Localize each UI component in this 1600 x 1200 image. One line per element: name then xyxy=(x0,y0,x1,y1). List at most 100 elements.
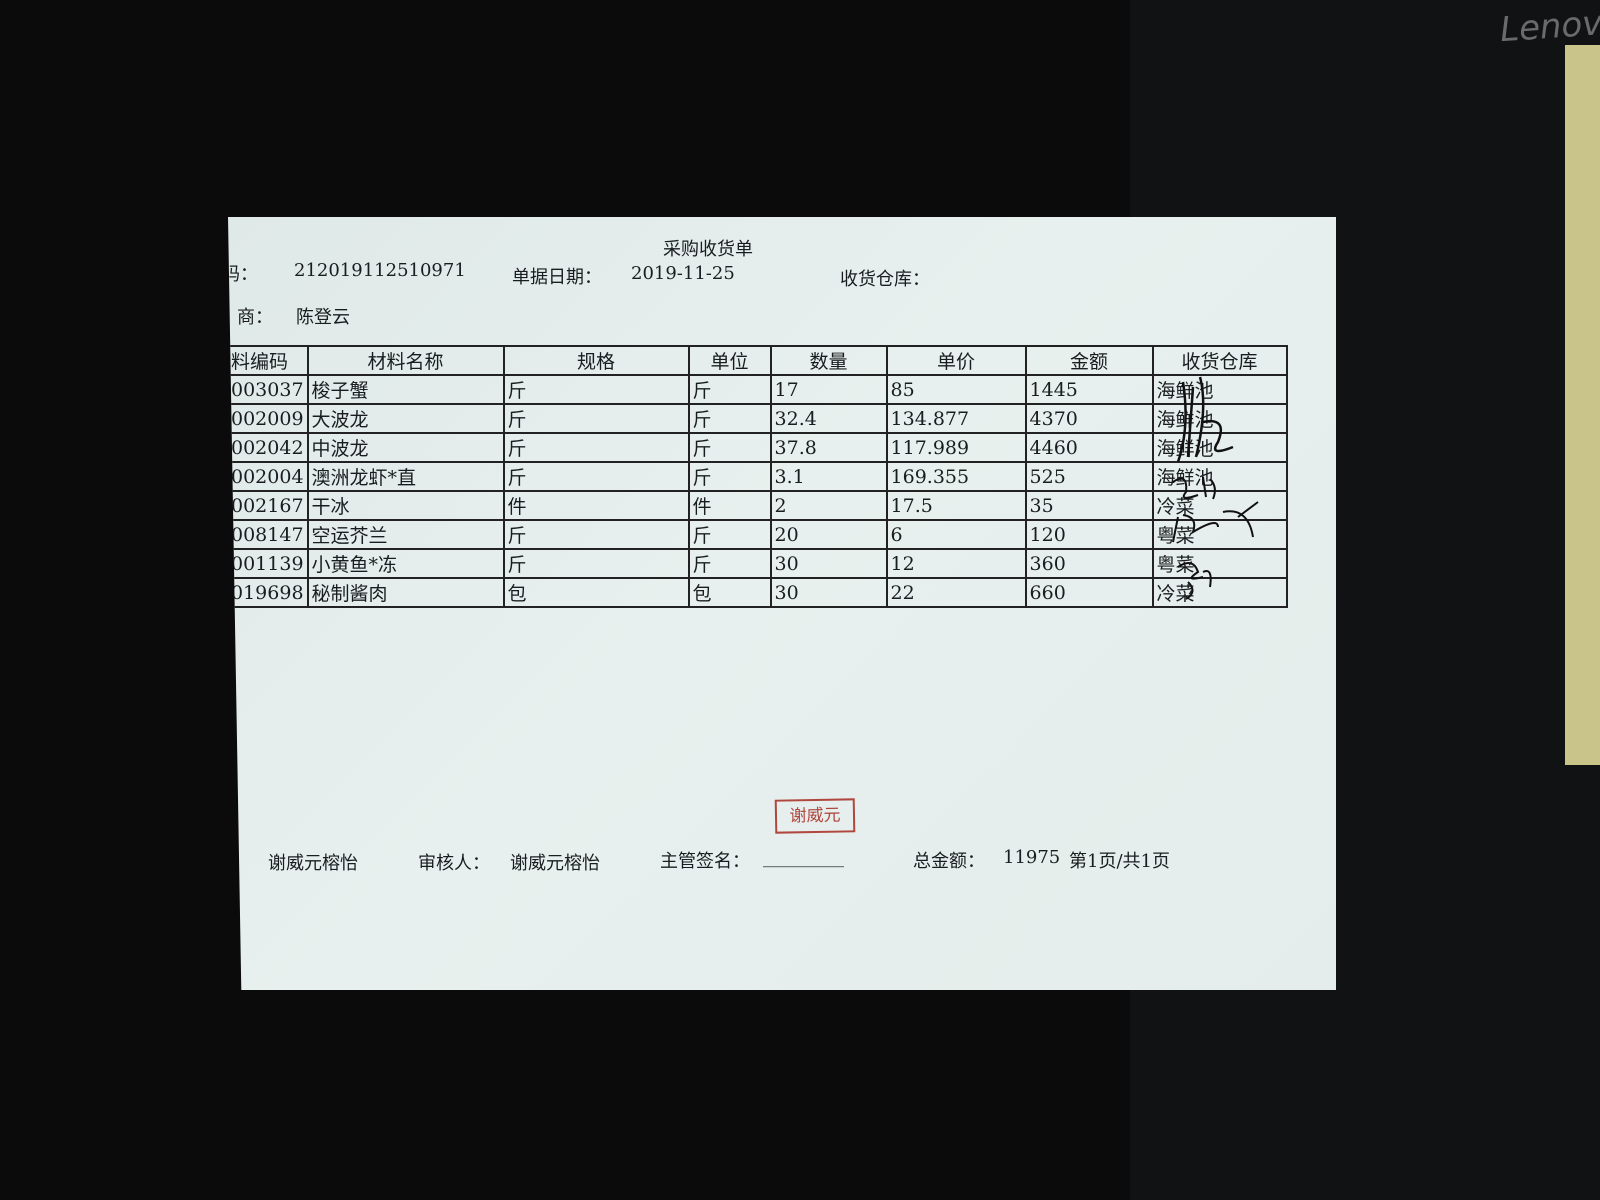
cell-amount: 35 xyxy=(1024,490,1154,521)
cell-unit: 斤 xyxy=(687,403,772,434)
cell-qty: 3.1 xyxy=(769,461,888,492)
table-row: 003037 梭子蟹斤斤 17 85 1445 海鲜池 xyxy=(228,374,1288,405)
cell-code: 002004 xyxy=(228,461,309,492)
cell-code: 001139 xyxy=(228,548,309,579)
cell-spec: 斤 xyxy=(502,374,690,405)
cell-spec: 包 xyxy=(502,577,690,608)
cell-warehouse: 海鲜池 xyxy=(1151,461,1288,492)
cell-code: 003037 xyxy=(228,374,309,405)
cell-amount: 4460 xyxy=(1024,432,1154,463)
cell-unit: 斤 xyxy=(687,548,772,579)
cell-amount: 525 xyxy=(1024,461,1154,492)
col-qty: 数量 xyxy=(769,345,888,376)
cell-price: 85 xyxy=(885,374,1027,405)
manager-label: 主管签名： xyxy=(660,851,750,872)
cell-price: 117.989 xyxy=(885,432,1027,463)
cell-warehouse: 粤菜 xyxy=(1151,548,1288,579)
cell-qty: 2 xyxy=(769,490,888,521)
cell-price: 134.877 xyxy=(885,403,1027,434)
printer-edge xyxy=(1565,45,1600,765)
col-price: 单价 xyxy=(885,345,1027,376)
cell-spec: 斤 xyxy=(502,432,690,463)
col-unit: 单位 xyxy=(687,345,772,376)
cell-code: 002042 xyxy=(228,432,309,463)
cell-code: 008147 xyxy=(228,519,309,550)
col-amount: 金额 xyxy=(1024,345,1154,376)
cell-amount: 1445 xyxy=(1024,374,1154,405)
cell-qty: 37.8 xyxy=(769,432,888,463)
supplier-label: 商： xyxy=(237,307,273,328)
cell-name: 大波龙 xyxy=(306,403,505,434)
manager-blank: _________ xyxy=(763,847,844,868)
cell-price: 6 xyxy=(885,519,1027,550)
cell-qty: 20 xyxy=(769,519,888,550)
col-name: 材料名称 xyxy=(306,345,505,376)
cell-price: 169.355 xyxy=(885,461,1027,492)
cell-spec: 斤 xyxy=(502,403,690,434)
cell-unit: 斤 xyxy=(687,461,772,492)
cell-qty: 32.4 xyxy=(769,403,888,434)
cell-code: 002009 xyxy=(228,403,309,434)
cell-warehouse: 海鲜池 xyxy=(1151,432,1288,463)
cell-unit: 斤 xyxy=(687,374,772,405)
cell-amount: 360 xyxy=(1024,548,1154,579)
receipt-table: 料编码 材料名称 规格 单位 数量 单价 金额 收货仓库 003037 梭子蟹斤斤… xyxy=(228,345,1288,608)
cell-amount: 120 xyxy=(1024,519,1154,550)
cell-code: 019698 xyxy=(228,577,309,608)
col-spec: 规格 xyxy=(502,345,690,376)
cell-qty: 30 xyxy=(769,548,888,579)
cell-price: 12 xyxy=(885,548,1027,579)
cell-name: 梭子蟹 xyxy=(306,374,505,405)
table-row: 002004 澳洲龙虾*直斤斤 3.1 169.355 525 海鲜池 xyxy=(228,461,1288,492)
cell-amount: 660 xyxy=(1024,577,1154,608)
doc-code: 212019112510971 xyxy=(294,260,466,281)
col-warehouse: 收货仓库 xyxy=(1151,345,1288,376)
total-value: 11975 xyxy=(1003,847,1061,868)
total-label: 总金额： xyxy=(913,851,985,872)
cell-code: 002167 xyxy=(228,490,309,521)
cell-unit: 包 xyxy=(687,577,772,608)
brand-logo: Lenovo xyxy=(1498,1,1600,51)
cell-qty: 30 xyxy=(769,577,888,608)
warehouse-label: 收货仓库： xyxy=(840,269,930,290)
cell-warehouse: 粤菜 xyxy=(1151,519,1288,550)
cell-name: 小黄鱼*冻 xyxy=(306,548,505,579)
cell-spec: 件 xyxy=(502,490,690,521)
maker-label: ： xyxy=(232,853,250,874)
reviewer-label: 审核人： xyxy=(418,853,490,874)
table-header-row: 料编码 材料名称 规格 单位 数量 单价 金额 收货仓库 xyxy=(228,345,1288,376)
date-value: 2019-11-25 xyxy=(631,263,735,284)
cell-spec: 斤 xyxy=(502,461,690,492)
table-row: 019698 秘制酱肉包包 30 22 660 冷菜 xyxy=(228,577,1288,608)
cell-amount: 4370 xyxy=(1024,403,1154,434)
cell-warehouse: 海鲜池 xyxy=(1151,403,1288,434)
cell-price: 22 xyxy=(885,577,1027,608)
cell-warehouse: 冷菜 xyxy=(1151,490,1288,521)
table-row: 002009 大波龙斤斤 32.4 134.877 4370 海鲜池 xyxy=(228,403,1288,434)
cell-unit: 件 xyxy=(687,490,772,521)
col-code: 料编码 xyxy=(228,345,309,376)
supplier-value: 陈登云 xyxy=(296,307,350,328)
table-row: 002042 中波龙斤斤 37.8 117.989 4460 海鲜池 xyxy=(228,432,1288,463)
page-indicator: 第1页/共1页 xyxy=(1069,851,1170,872)
maker-value: 谢威元榕怡 xyxy=(268,853,358,874)
cell-name: 秘制酱肉 xyxy=(306,577,505,608)
cell-name: 中波龙 xyxy=(306,432,505,463)
doc-code-label: 码： xyxy=(228,264,258,285)
reviewer-value: 谢威元榕怡 xyxy=(510,853,600,874)
cell-unit: 斤 xyxy=(687,432,772,463)
cell-name: 干冰 xyxy=(306,490,505,521)
document-title: 采购收货单 xyxy=(663,239,753,260)
cell-warehouse: 冷菜 xyxy=(1151,577,1288,608)
receipt-paper: 采购收货单 码： 212019112510971 单据日期： 2019-11-2… xyxy=(228,217,1336,990)
cell-spec: 斤 xyxy=(502,519,690,550)
cell-price: 17.5 xyxy=(885,490,1027,521)
cell-name: 空运芥兰 xyxy=(306,519,505,550)
table-row: 001139 小黄鱼*冻斤斤 30 12 360 粤菜 xyxy=(228,548,1288,579)
date-label: 单据日期： xyxy=(512,267,602,288)
cell-qty: 17 xyxy=(769,374,888,405)
cell-unit: 斤 xyxy=(687,519,772,550)
cell-name: 澳洲龙虾*直 xyxy=(306,461,505,492)
cell-spec: 斤 xyxy=(502,548,690,579)
table-row: 002167 干冰件件 2 17.5 35 冷菜 xyxy=(228,490,1288,521)
